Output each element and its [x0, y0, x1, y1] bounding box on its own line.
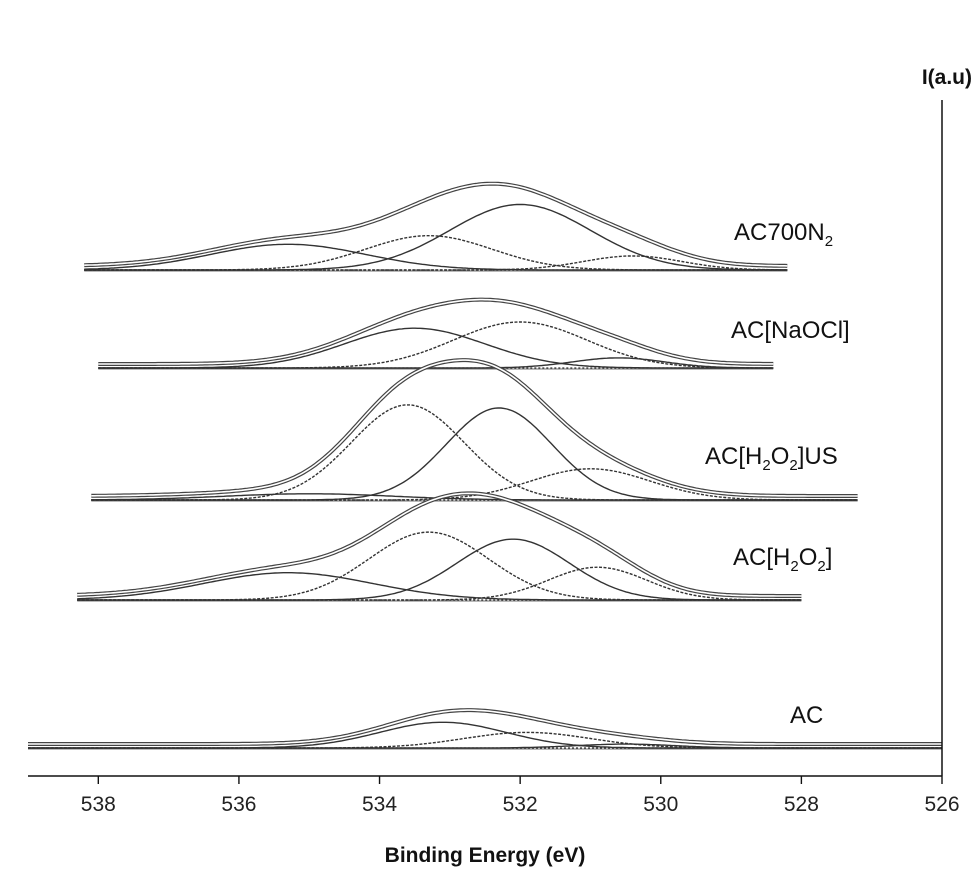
- component-peak: [98, 321, 774, 369]
- labels-group: AC700N2 AC[NaOCl] AC[H2O2]US AC[H2O2] AC: [705, 219, 850, 729]
- envelope-outer: [77, 491, 802, 598]
- series-ac-h2o2-us: [91, 358, 858, 502]
- x-tick-label: 528: [784, 793, 819, 816]
- envelope-outer: [91, 358, 858, 498]
- x-axis-title: Binding Energy (eV): [385, 844, 586, 867]
- sample-label: AC[H2O2]: [733, 544, 832, 575]
- series-ac: [28, 708, 942, 750]
- component-peak: [84, 203, 788, 271]
- component-peak: [28, 743, 942, 749]
- envelope-inner: [77, 492, 802, 597]
- x-tick-label: 536: [221, 793, 256, 816]
- x-tick-label: 534: [362, 793, 397, 816]
- component-peak: [77, 531, 802, 601]
- x-tick-label: 530: [643, 793, 678, 816]
- sample-label: AC: [790, 702, 823, 729]
- spectra-group: [28, 181, 942, 750]
- y-axis-title: I(a.u): [922, 66, 972, 89]
- series-ac700n2: [84, 181, 788, 272]
- series-ac-h2o2-: [77, 491, 802, 602]
- envelope-outer: [98, 297, 774, 366]
- component-peak: [77, 572, 802, 601]
- x-tick-label: 532: [503, 793, 538, 816]
- envelope-inner: [91, 359, 858, 497]
- x-tick-label: 526: [924, 793, 959, 816]
- envelope-inner: [28, 709, 942, 745]
- envelope-inner: [98, 298, 774, 365]
- series-ac-naocl-: [98, 297, 774, 370]
- sample-label: AC[H2O2]US: [705, 443, 838, 474]
- x-tick-label: 538: [81, 793, 116, 816]
- component-peak: [84, 243, 788, 271]
- component-peak: [77, 566, 802, 601]
- sample-label: AC[NaOCl]: [731, 317, 850, 344]
- envelope-inner: [84, 182, 788, 267]
- sample-label: AC700N2: [734, 219, 833, 250]
- axes-group: 538 536 534 532 530 528 526 Binding Energy (eV)…: [28, 66, 972, 867]
- component-peak: [77, 538, 802, 601]
- component-peak: [98, 357, 774, 369]
- component-peak: [84, 255, 788, 271]
